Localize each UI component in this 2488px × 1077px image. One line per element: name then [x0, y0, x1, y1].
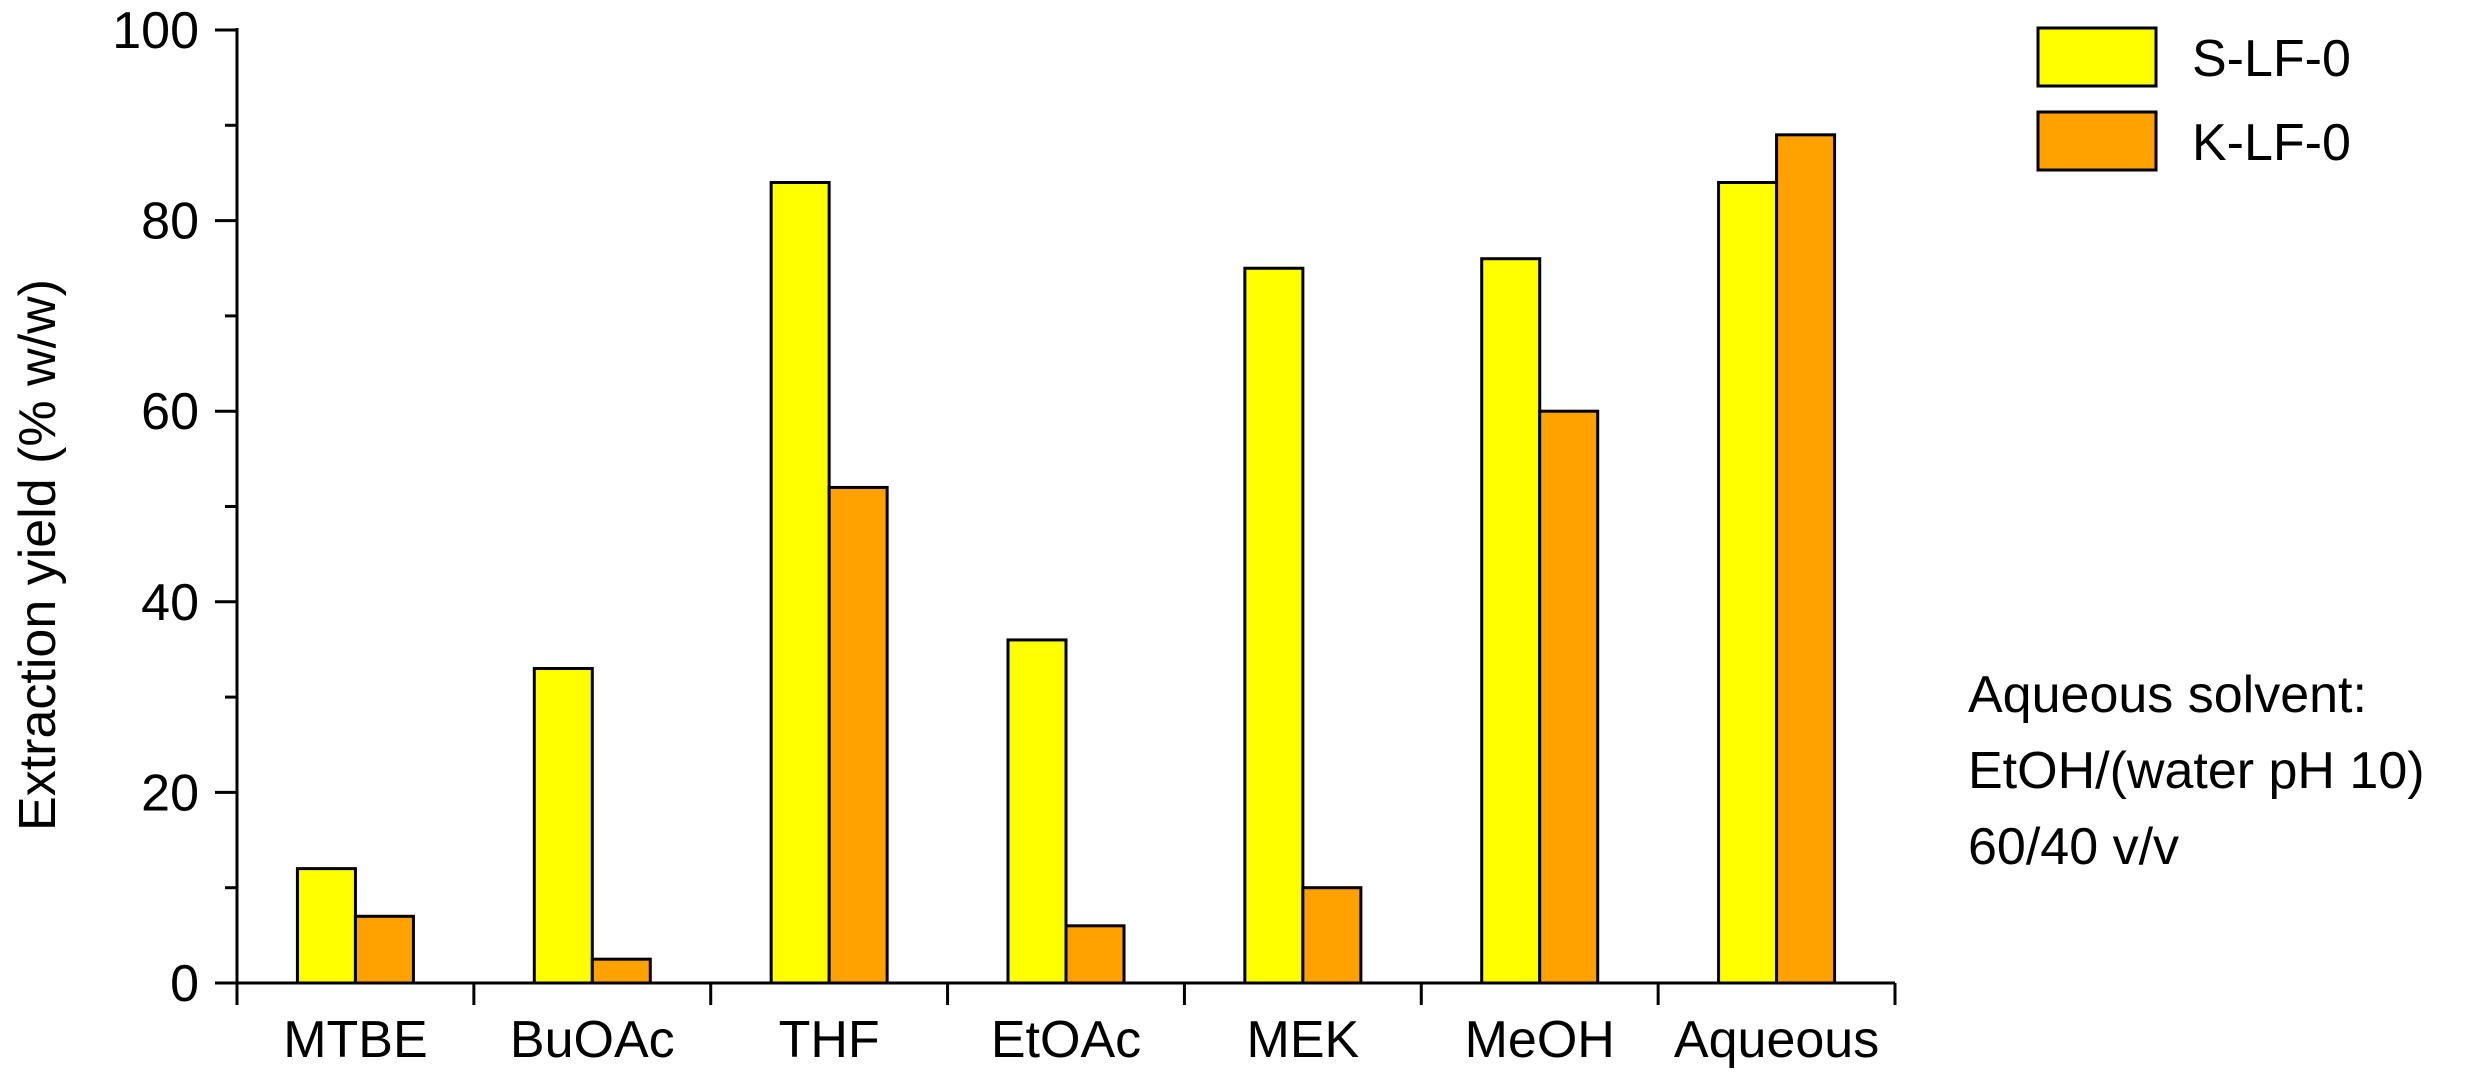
bar-k-lf-0-mek	[1301, 886, 1363, 985]
annotation-line-2: EtOH/(water pH 10)	[1968, 742, 2425, 800]
legend-label-k-lf-0: K-LF-0	[2192, 114, 2351, 172]
bar-s-lf-0-thf	[769, 180, 831, 985]
bar-k-lf-0-mtbe	[353, 914, 415, 985]
y-tick-label: 20	[141, 764, 199, 822]
bar-s-lf-0-etoac	[1006, 638, 1068, 985]
x-category-label: MeOH	[1465, 1011, 1615, 1069]
legend: S-LF-0 K-LF-0	[2036, 26, 2351, 172]
x-category-label: EtOAc	[991, 1011, 1141, 1069]
bar-s-lf-0-mtbe	[295, 867, 357, 985]
y-tick-label: 40	[141, 574, 199, 632]
annotation-line-3: 60/40 v/v	[1968, 818, 2179, 876]
y-ticks-group: 0 20 40 60 80 100	[112, 2, 237, 1013]
x-category-label: THF	[779, 1011, 880, 1069]
bar-s-lf-0-buoac	[532, 667, 594, 985]
bars-group	[295, 133, 1837, 985]
bar-k-lf-0-thf	[827, 485, 889, 985]
legend-label-s-lf-0: S-LF-0	[2192, 30, 2351, 88]
legend-swatch-s-lf-0	[2036, 26, 2158, 88]
y-axis-title: Extraction yield (% w/w)	[9, 279, 67, 831]
x-categories-group: MTBE BuOAc THF EtOAc MEK MeOH Aqueous	[283, 1011, 1879, 1069]
y-tick-label: 100	[112, 2, 199, 60]
x-category-label: Aqueous	[1674, 1011, 1879, 1069]
x-category-label: MTBE	[283, 1011, 427, 1069]
bar-s-lf-0-aqueous	[1717, 180, 1779, 985]
bar-k-lf-0-etoac	[1064, 924, 1126, 985]
x-category-label: MEK	[1247, 1011, 1360, 1069]
y-tick-label: 80	[141, 193, 199, 251]
y-tick-label: 60	[141, 383, 199, 441]
x-category-label: BuOAc	[510, 1011, 675, 1069]
bar-s-lf-0-meoh	[1480, 257, 1542, 985]
y-tick-label: 0	[170, 955, 199, 1013]
bar-k-lf-0-buoac	[590, 957, 652, 985]
bar-s-lf-0-mek	[1243, 266, 1305, 985]
annotation-line-1: Aqueous solvent:	[1968, 666, 2367, 724]
bar-k-lf-0-meoh	[1538, 409, 1600, 985]
legend-swatch-k-lf-0	[2036, 110, 2158, 172]
bar-k-lf-0-aqueous	[1775, 133, 1837, 985]
